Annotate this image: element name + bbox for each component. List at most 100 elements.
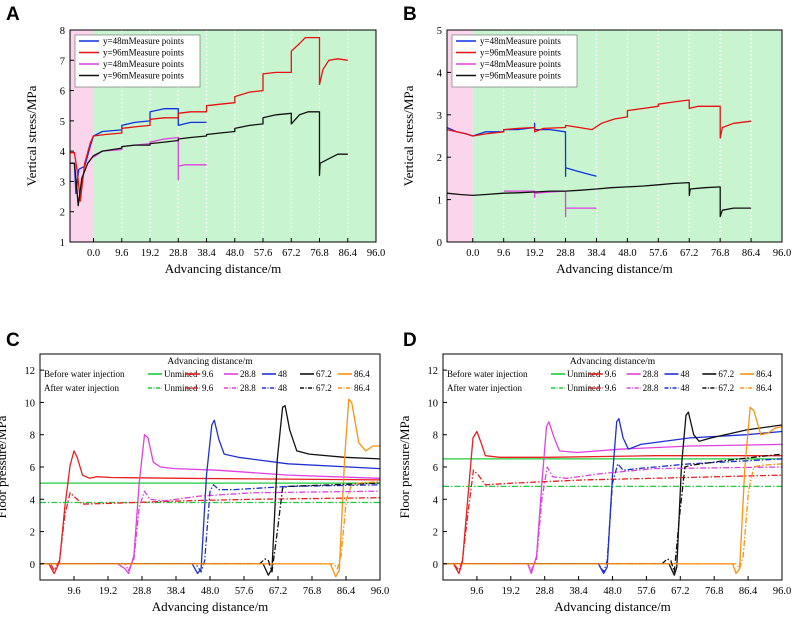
y-tick-label: 4 <box>30 495 36 506</box>
y-tick-label: 10 <box>25 398 36 409</box>
series-group <box>443 406 782 576</box>
legend-box <box>74 34 201 88</box>
x-tick-label: 19.2 <box>502 586 520 597</box>
legend-entry-label: 48 <box>278 369 288 379</box>
series-line-c-2 <box>40 434 380 575</box>
y-tick-label: 5 <box>437 26 442 37</box>
plot-frame <box>69 29 377 243</box>
x-tick-label: 96.0 <box>773 586 791 597</box>
y-tick-label: 3 <box>60 177 65 188</box>
x-tick-label: 96.0 <box>371 586 389 597</box>
legend-entry-label: Unmined <box>567 369 601 379</box>
series-line-a-3 <box>70 111 348 207</box>
series-line-a-2 <box>93 136 207 181</box>
x-tick-label: 48.0 <box>603 586 621 597</box>
legend-entry-label: y=48mMeasure points <box>480 36 561 46</box>
series-line-b-3 <box>447 181 752 218</box>
y-tick-label: 6 <box>30 463 35 474</box>
x-tick-label: 48.0 <box>201 586 219 597</box>
y-tick-label: 2 <box>437 153 442 164</box>
y-axis-label: Vertical stress/MPa <box>24 85 39 186</box>
x-tick-label: 86.4 <box>739 586 758 597</box>
legend-entry-label: y=96mMeasure points <box>480 48 561 58</box>
legend-entry-label: 86.4 <box>354 369 370 379</box>
x-tick-label: 67.2 <box>269 586 287 597</box>
x-tick-label: 9.6 <box>115 248 128 259</box>
x-tick-label: 57.6 <box>637 586 655 597</box>
legend-entry-label: 86.4 <box>756 383 772 393</box>
x-tick-label: 19.2 <box>525 248 543 259</box>
x-tick-label: 19.2 <box>99 586 117 597</box>
legend-entry-label: y=48mMeasure points <box>480 59 561 69</box>
legend-entry-label: 67.2 <box>316 383 332 393</box>
series-line-d-5 <box>443 406 782 575</box>
x-tick-label: 67.2 <box>680 248 698 259</box>
y-tick-label: 4 <box>60 147 66 158</box>
x-tick-label: 48.0 <box>618 248 636 259</box>
legend-row-label: Before water injection <box>44 369 125 379</box>
x-tick-label: 38.4 <box>569 586 588 597</box>
plot-frame <box>446 29 783 243</box>
y-tick-label: 7 <box>60 56 65 67</box>
x-tick-label: 76.8 <box>310 248 328 259</box>
series-group <box>447 99 752 218</box>
panel-letter: D <box>403 330 417 351</box>
legend-entry-label: Unmined <box>164 383 198 393</box>
x-tick-label: 96.0 <box>773 248 791 259</box>
x-tick-label: 38.4 <box>167 586 186 597</box>
panel-letter: B <box>403 4 417 25</box>
x-tick-label: 9.6 <box>67 586 80 597</box>
series-line-c-10 <box>40 482 380 573</box>
x-tick-label: 38.4 <box>197 248 216 259</box>
series-line-a-1 <box>70 36 348 202</box>
x-axis-label: Advancing distance/m <box>556 261 673 276</box>
x-tick-label: 9.6 <box>470 586 483 597</box>
series-line-d-8 <box>443 466 782 571</box>
legend-entry-label: 9.6 <box>202 369 214 379</box>
y-tick-label: 0 <box>433 560 438 571</box>
legend-entry-label: Unmined <box>567 383 601 393</box>
legend-entry-label: 9.6 <box>605 369 617 379</box>
legend-entry-label: y=96mMeasure points <box>480 71 561 81</box>
x-tick-label: 28.8 <box>536 586 554 597</box>
legend-entry-label: 67.2 <box>718 383 734 393</box>
y-tick-label: 1 <box>60 238 65 249</box>
series-line-d-7 <box>443 469 782 571</box>
series-line-d-11 <box>443 463 782 570</box>
series-line-d-4 <box>443 411 782 576</box>
y-tick-label: 2 <box>30 528 35 539</box>
legend-entry-label: 28.8 <box>643 383 659 393</box>
x-tick-label: 57.6 <box>235 586 253 597</box>
y-tick-label: 4 <box>433 495 439 506</box>
y-tick-label: 0 <box>30 560 35 571</box>
legend-entry-label: 28.8 <box>643 369 659 379</box>
series-line-a-0 <box>70 108 207 195</box>
legend-entry-label: 86.4 <box>756 369 772 379</box>
series-line-c-8 <box>40 490 380 571</box>
series-line-c-4 <box>40 405 380 576</box>
legend-box <box>451 34 578 88</box>
legend-entry-label: 48 <box>681 369 691 379</box>
series-group <box>40 398 380 578</box>
panel-letter: C <box>6 330 20 351</box>
legend-title: Advancing distance/m <box>167 357 253 367</box>
y-tick-label: 6 <box>60 87 65 98</box>
y-tick-label: 8 <box>60 26 65 37</box>
series-line-c-7 <box>40 492 380 571</box>
y-tick-label: 12 <box>25 366 36 377</box>
y-tick-label: 8 <box>433 431 438 442</box>
x-tick-label: 67.2 <box>282 248 300 259</box>
legend-entry-label: y=96mMeasure points <box>103 71 184 81</box>
x-tick-label: 28.8 <box>169 248 187 259</box>
legend-entry-label: 67.2 <box>316 369 332 379</box>
series-line-b-2 <box>503 190 597 218</box>
series-line-d-2 <box>443 421 782 575</box>
x-tick-label: 76.8 <box>705 586 723 597</box>
y-tick-label: 4 <box>437 68 443 79</box>
series-line-d-10 <box>443 453 782 573</box>
x-tick-label: 86.4 <box>339 248 358 259</box>
y-tick-label: 8 <box>30 431 35 442</box>
legend-row-label: Before water injection <box>447 369 528 379</box>
panel-letter: A <box>6 4 20 25</box>
